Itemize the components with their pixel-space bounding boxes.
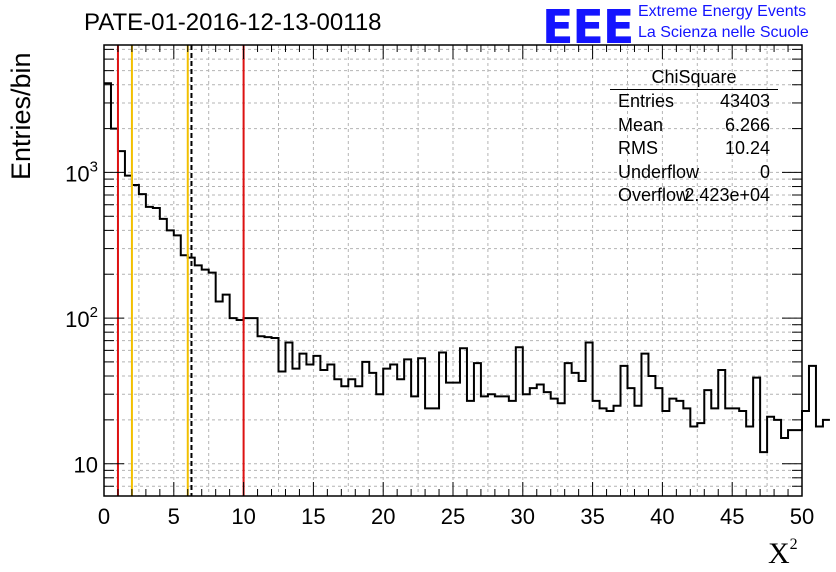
- x-tick-label: 20: [371, 504, 395, 529]
- x-axis-label-text: X: [768, 537, 790, 570]
- x-tick-label: 5: [168, 504, 180, 529]
- stats-label: Entries: [618, 91, 675, 111]
- x-tick-label: 0: [98, 504, 110, 529]
- x-axis-label: X2: [768, 536, 798, 571]
- x-tick-label: 40: [650, 504, 674, 529]
- chart-title: PATE-01-2016-12-13-00118: [84, 9, 382, 36]
- x-tick-label: 10: [231, 504, 255, 529]
- x-tick-label: 30: [511, 504, 535, 529]
- stats-value: 10.24: [724, 138, 770, 158]
- x-axis-label-superscript: 2: [789, 536, 798, 553]
- y-tick-label: 103: [65, 158, 98, 186]
- stats-value: 43403: [719, 91, 770, 111]
- x-tick-label: 15: [301, 504, 325, 529]
- x-tick-label: 35: [580, 504, 604, 529]
- stats-row-underflow: Underflow 0: [610, 161, 778, 185]
- eee-logo: EEE: [542, 0, 634, 54]
- logo-line-1: Extreme Energy Events: [638, 3, 807, 20]
- x-tick-label: 50: [790, 504, 814, 529]
- x-tick-label: 45: [720, 504, 744, 529]
- y-tick-label: 10: [74, 453, 98, 478]
- y-axis-label: Entries/bin: [6, 52, 36, 180]
- stats-row-rms: RMS 10.24: [610, 137, 778, 161]
- stats-label: Underflow: [618, 161, 700, 182]
- stats-label: RMS: [618, 138, 658, 158]
- logo-line-2: La Scienza nelle Scuole: [638, 24, 809, 41]
- stats-row-mean: Mean 6.266: [610, 114, 778, 138]
- y-tick-label: 102: [65, 304, 98, 332]
- stats-row-entries: Entries 43403: [610, 90, 778, 114]
- x-tick-label: 25: [441, 504, 465, 529]
- stats-label: Mean: [618, 114, 664, 135]
- stats-label: Overflow: [618, 185, 690, 205]
- histogram-series: [104, 82, 830, 454]
- stats-value: 6.266: [724, 114, 770, 135]
- stats-title: ChiSquare: [610, 67, 778, 90]
- stats-box: ChiSquare Entries 43403 Mean 6.266 RMS 1…: [610, 67, 778, 208]
- stats-row-overflow: Overflow 2.423e+04: [610, 184, 778, 208]
- stats-value: 2.423e+04: [684, 185, 770, 205]
- stats-value: 0: [759, 161, 770, 182]
